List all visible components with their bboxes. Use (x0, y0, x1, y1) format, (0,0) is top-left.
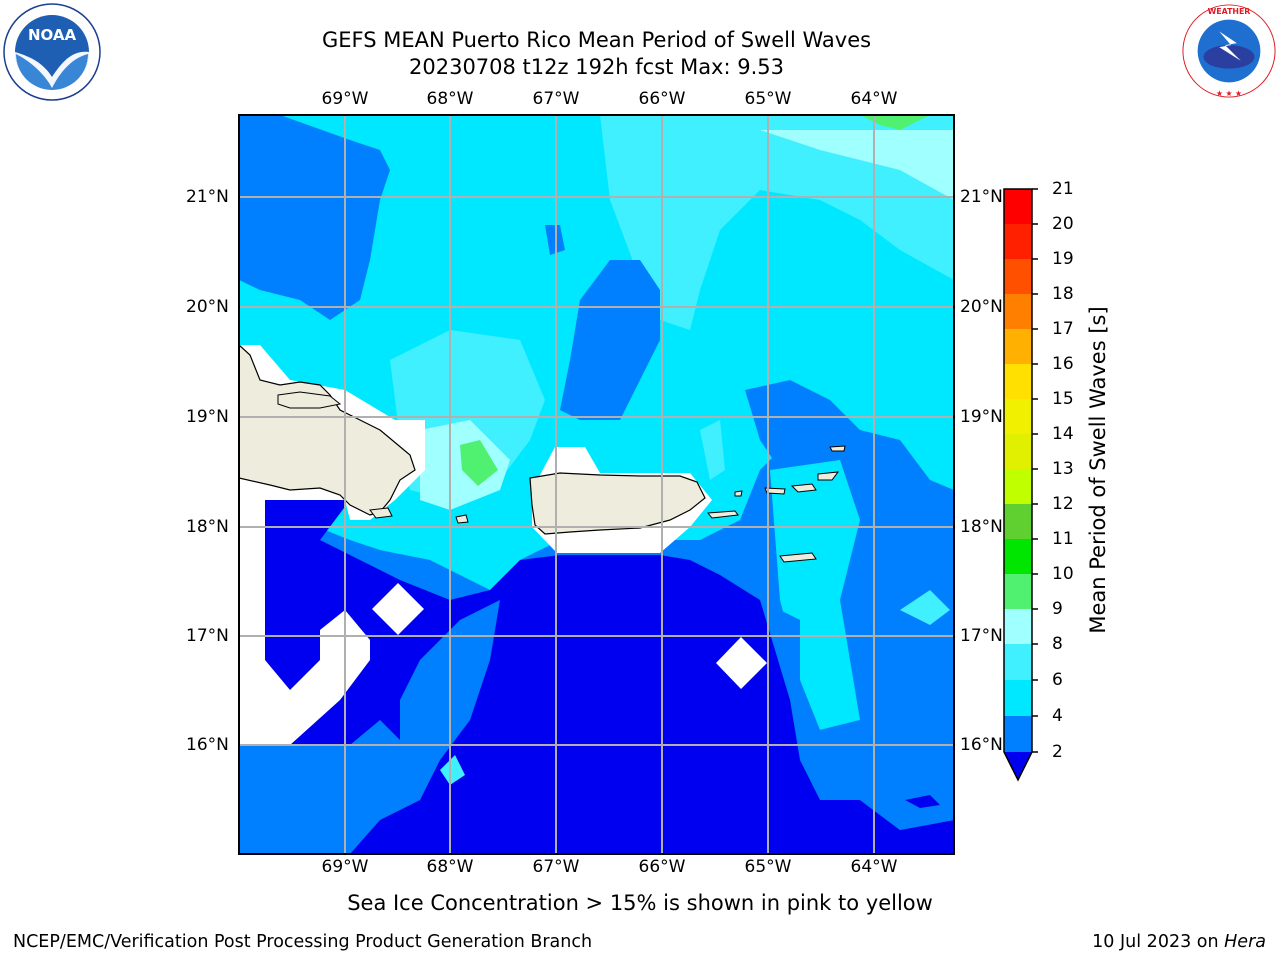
colorbar-tick-label: 10 (1052, 564, 1074, 584)
lat-label-left: 20°N (186, 297, 229, 317)
colorbar-tick-label: 2 (1052, 742, 1063, 762)
colorbar-tick-label: 6 (1052, 670, 1063, 690)
colorbar-tick-label: 13 (1052, 459, 1074, 479)
colorbar-tick-label: 11 (1052, 529, 1074, 549)
lon-label-top: 64°W (850, 89, 898, 109)
lon-label-bottom: 68°W (426, 857, 474, 877)
lon-label-top: 69°W (321, 89, 369, 109)
swell-period-field (239, 115, 954, 854)
lat-label-right: 19°N (960, 407, 1003, 427)
lat-label-right: 17°N (960, 626, 1003, 646)
lat-label-left: 17°N (186, 626, 229, 646)
colorbar (1003, 188, 1038, 782)
colorbar-tick-label: 20 (1052, 214, 1074, 234)
noaa-logo-text: NOAA (28, 26, 77, 44)
colorbar-tick-label: 15 (1052, 389, 1074, 409)
footer-credit: NCEP/EMC/Verification Post Processing Pr… (13, 932, 593, 952)
lon-label-top: 66°W (638, 89, 686, 109)
colorbar-tick-label: 18 (1052, 284, 1074, 304)
lat-label-left: 18°N (186, 517, 229, 537)
lon-label-bottom: 69°W (321, 857, 369, 877)
lat-label-right: 18°N (960, 517, 1003, 537)
lat-label-left: 19°N (186, 407, 229, 427)
lat-label-right: 21°N (960, 187, 1003, 207)
noaa-logo: NOAA (3, 3, 101, 101)
colorbar-tick-label: 14 (1052, 424, 1074, 444)
svg-text:WEATHER: WEATHER (1208, 7, 1251, 16)
sea-ice-note-text: Sea Ice Concentration > 15% is shown in … (347, 891, 933, 915)
footer-date-text: 10 Jul 2023 on (1092, 932, 1225, 952)
lon-label-bottom: 67°W (532, 857, 580, 877)
colorbar-tick-label: 4 (1052, 706, 1063, 726)
colorbar-tick-label: 19 (1052, 249, 1074, 269)
lon-label-top: 65°W (744, 89, 792, 109)
lon-label-bottom: 65°W (744, 857, 792, 877)
lat-label-right: 20°N (960, 297, 1003, 317)
sea-ice-note: Sea Ice Concentration > 15% is shown in … (0, 891, 1280, 915)
footer-host: Hera (1224, 932, 1266, 952)
colorbar-tick-label: 8 (1052, 634, 1063, 654)
map-frame (238, 114, 955, 855)
colorbar-tick-label: 21 (1052, 179, 1074, 199)
colorbar-tick-label: 17 (1052, 319, 1074, 339)
footer-date: 10 Jul 2023 on Hera (1092, 932, 1266, 952)
lon-label-top: 68°W (426, 89, 474, 109)
lon-label-bottom: 66°W (638, 857, 686, 877)
lat-label-right: 16°N (960, 735, 1003, 755)
colorbar-label: Mean Period of Swell Waves [s] (1086, 306, 1110, 634)
colorbar-tick-label: 12 (1052, 494, 1074, 514)
chart-subtitle: 20230708 t12z 192h fcst Max: 9.53 (409, 55, 784, 79)
chart-title: GEFS MEAN Puerto Rico Mean Period of Swe… (321, 28, 872, 52)
colorbar-tick-label: 16 (1052, 354, 1074, 374)
lon-label-bottom: 64°W (850, 857, 898, 877)
map-gridlines (239, 115, 954, 854)
svg-text:★ ★ ★: ★ ★ ★ (1216, 89, 1242, 98)
lon-label-top: 67°W (532, 89, 580, 109)
lat-label-left: 21°N (186, 187, 229, 207)
nws-logo: WEATHER ★ ★ ★ (1182, 4, 1276, 98)
lat-label-left: 16°N (186, 735, 229, 755)
colorbar-tick-label: 9 (1052, 599, 1063, 619)
